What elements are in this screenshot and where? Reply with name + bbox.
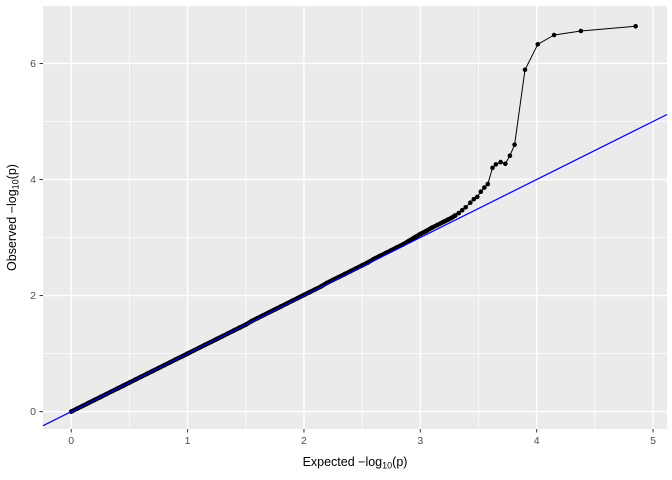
svg-text:6: 6: [30, 58, 36, 70]
x-axis-tick-labels: 0 1 2 3 4 5: [68, 435, 656, 447]
y-axis-title: Observed −log10(p): [5, 164, 21, 271]
axis-tick-marks: [39, 62, 654, 433]
svg-text:3: 3: [417, 435, 423, 447]
svg-text:2: 2: [301, 435, 307, 447]
svg-text:0: 0: [68, 435, 74, 447]
svg-text:0: 0: [30, 406, 36, 418]
identity-line: [42, 113, 668, 427]
svg-text:4: 4: [534, 435, 540, 447]
svg-text:4: 4: [30, 174, 36, 186]
grid-major: [43, 6, 667, 429]
panel-background: [43, 6, 667, 429]
x-axis-title: Expected −log10(p): [303, 455, 408, 471]
observed-vs-expected-tail: [452, 24, 638, 218]
grid-minor: [43, 6, 667, 429]
svg-text:5: 5: [650, 435, 656, 447]
y-axis-tick-labels: 0 2 4 6: [30, 58, 36, 418]
svg-text:2: 2: [30, 290, 36, 302]
svg-text:1: 1: [185, 435, 191, 447]
